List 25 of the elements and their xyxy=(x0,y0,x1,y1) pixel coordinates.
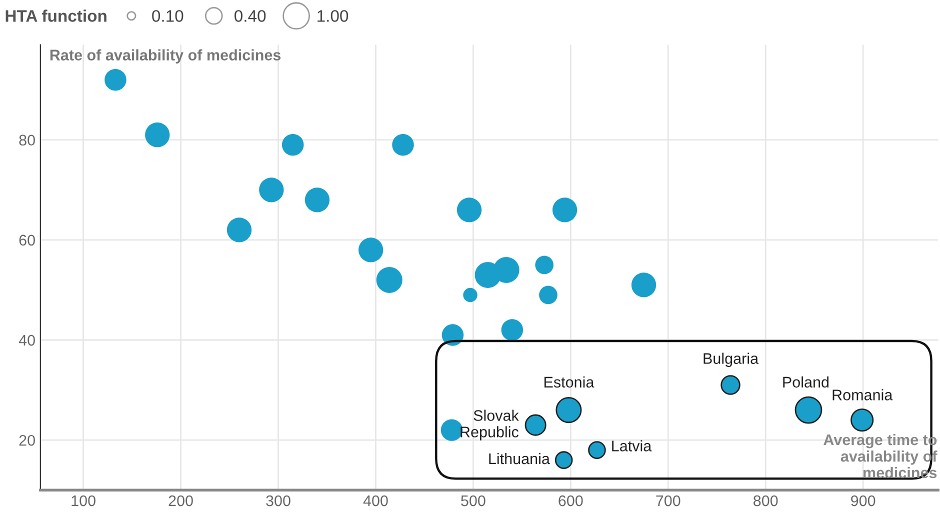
annotation: Lithuania xyxy=(489,452,550,464)
x-tick-label: 800 xyxy=(754,495,778,506)
x-tick-label: 700 xyxy=(656,495,680,506)
annotation: Estonia xyxy=(544,376,594,388)
annotation: Romania xyxy=(832,389,893,400)
legend-label: 0.40 xyxy=(234,10,266,22)
annotation: Bulgaria xyxy=(704,352,759,367)
annotation: Poland xyxy=(783,376,829,388)
legend-label: 1.00 xyxy=(318,10,348,22)
x-tick-label: 400 xyxy=(363,495,388,506)
y-tick-label: 40 xyxy=(18,334,35,346)
x-tick-label: 900 xyxy=(851,495,876,506)
x-tick-label: 100 xyxy=(72,495,96,506)
annotation: Latvia xyxy=(612,440,652,452)
y-tick-label: 80 xyxy=(19,134,35,146)
x-tick-label: 300 xyxy=(266,495,290,506)
y-axis-title: Rate of availability of medicines xyxy=(50,49,281,64)
annotation: Slovak Republic xyxy=(460,410,519,440)
legend-title: HTA function xyxy=(6,10,106,22)
y-tick-label: 60 xyxy=(19,234,35,246)
legend-label: 0.10 xyxy=(152,10,184,22)
x-tick-label: 600 xyxy=(558,495,583,506)
y-tick-label: 20 xyxy=(19,434,35,446)
x-tick-label: 200 xyxy=(168,495,193,506)
x-tick-label: 500 xyxy=(461,495,486,506)
